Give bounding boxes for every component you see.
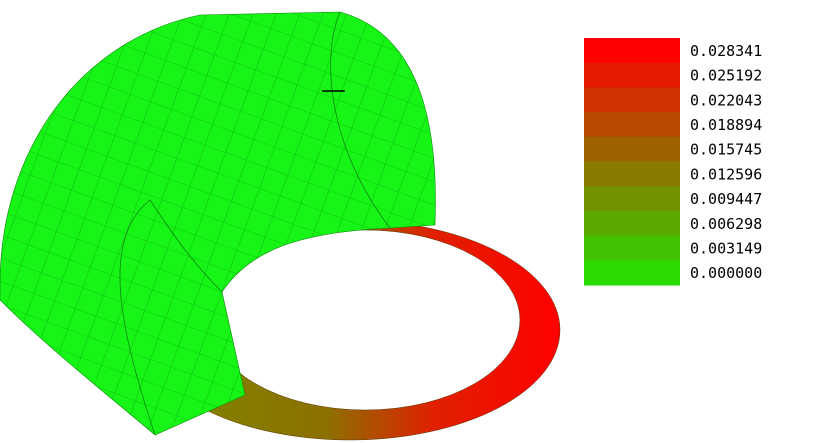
legend-swatch — [584, 161, 680, 187]
legend-label: 0.022043 — [690, 91, 762, 109]
legend-label: 0.009447 — [690, 190, 762, 208]
legend-label: 0.015745 — [690, 141, 762, 159]
legend-swatch — [584, 136, 680, 162]
legend-swatch — [584, 210, 680, 237]
legend-swatch — [584, 38, 680, 64]
shell-fold — [119, 11, 391, 436]
legend-label: 0.012596 — [690, 165, 762, 183]
legend-label: 0.006298 — [690, 215, 762, 233]
legend: 0.028341 0.025192 0.022043 0.018894 0.015745… — [584, 38, 762, 286]
legend-swatch — [584, 62, 680, 88]
legend-label: 0.000000 — [690, 264, 762, 282]
legend-swatch — [584, 260, 680, 286]
legend-swatch — [584, 112, 680, 138]
legend-label: 0.025192 — [690, 67, 762, 85]
legend-label: 0.028341 — [690, 42, 762, 60]
legend-label: 0.003149 — [690, 239, 762, 257]
legend-swatch — [584, 235, 680, 261]
model — [0, 11, 561, 441]
shell — [0, 11, 436, 436]
legend-swatch — [584, 186, 680, 212]
legend-swatch — [584, 87, 680, 113]
legend-label: 0.018894 — [690, 116, 762, 134]
